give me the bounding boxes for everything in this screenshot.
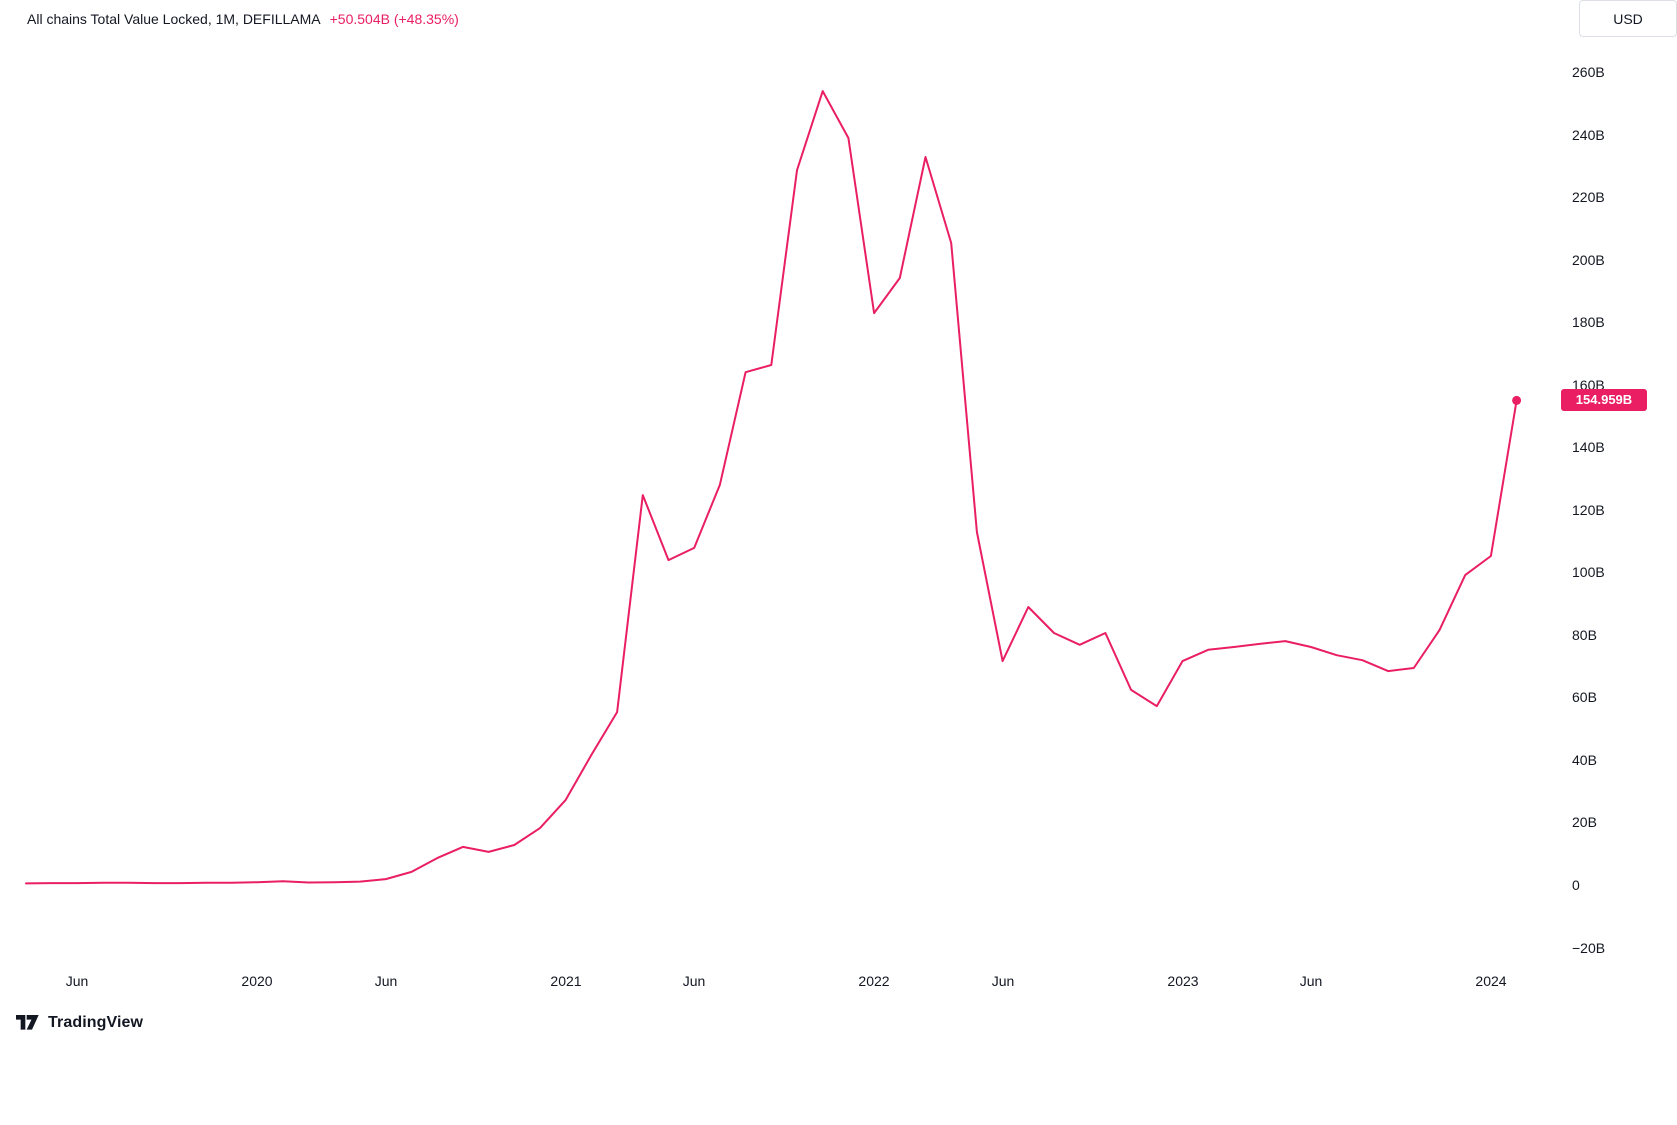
- price-axis-label: 60B: [1572, 689, 1597, 705]
- tradingview-logo: [16, 1015, 39, 1030]
- time-axis-label: Jun: [991, 973, 1015, 989]
- time-axis-label: Jun: [374, 973, 398, 989]
- price-axis-label: 20B: [1572, 814, 1597, 830]
- price-axis-label: 180B: [1572, 314, 1605, 330]
- chart-legend: All chains Total Value Locked, 1M, DEFIL…: [27, 9, 459, 29]
- time-axis[interactable]: Jun 2020 Jun 2021 Jun 2022 Jun 2023 Jun 2024: [0, 971, 1560, 999]
- price-axis-label: 260B: [1572, 64, 1605, 80]
- chart-title[interactable]: All chains Total Value Locked, 1M, DEFIL…: [27, 11, 321, 27]
- price-axis-label: 240B: [1572, 127, 1605, 143]
- time-axis-label: Jun: [682, 973, 706, 989]
- price-axis-label: 100B: [1572, 564, 1605, 580]
- time-axis-label: Jun: [1299, 973, 1323, 989]
- time-axis-label: 2020: [241, 973, 273, 989]
- currency-button[interactable]: USD: [1579, 0, 1677, 37]
- chart-change-value: +50.504B (+48.35%): [329, 11, 459, 27]
- price-axis-label: 120B: [1572, 502, 1605, 518]
- price-axis-label: −20B: [1572, 940, 1606, 956]
- last-point-marker: [1512, 395, 1522, 405]
- tvl-line-series[interactable]: [25, 90, 1518, 885]
- time-axis-label: Jun: [65, 973, 89, 989]
- price-axis-label: 220B: [1572, 189, 1605, 205]
- price-axis[interactable]: 260B 240B 220B 200B 180B 160B 140B 120B 100B 80B 6…: [1560, 0, 1677, 1000]
- time-axis-label: 2022: [858, 973, 890, 989]
- price-axis-label: 200B: [1572, 252, 1605, 268]
- price-axis-label: 140B: [1572, 439, 1605, 455]
- price-axis-label: 80B: [1572, 627, 1597, 643]
- tradingview-attribution[interactable]: TradingView: [16, 1013, 143, 1033]
- last-price-label: 154.959B: [1561, 389, 1647, 411]
- time-axis-label: 2023: [1167, 973, 1199, 989]
- tradingview-wordmark: TradingView: [48, 1014, 144, 1031]
- price-axis-label: 40B: [1572, 752, 1597, 768]
- price-axis-label: 0: [1572, 877, 1580, 893]
- time-axis-label: 2024: [1475, 973, 1507, 989]
- time-axis-label: 2021: [550, 973, 582, 989]
